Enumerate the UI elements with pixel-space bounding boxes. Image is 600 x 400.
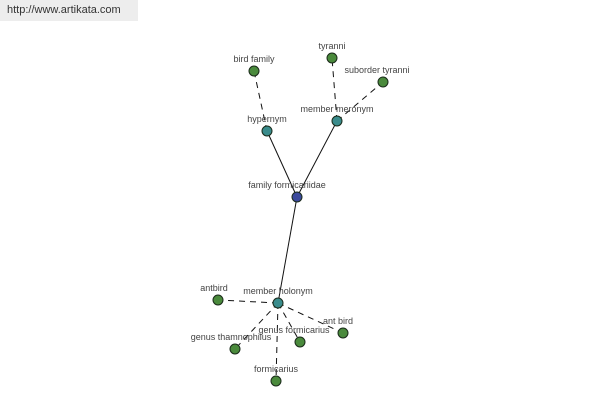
node-circle[interactable] [377,76,389,88]
node-hypernym[interactable]: hypernym [247,114,287,137]
source-url-link[interactable]: http://www.artikata.com [0,0,138,21]
node-birdfamily[interactable]: bird family [233,54,275,77]
node-label: family formicariidae [248,180,326,190]
node-antbird2[interactable]: ant bird [323,316,353,339]
edges [217,57,384,382]
node-circle[interactable] [326,52,338,64]
node-meronym[interactable]: member meronym [300,104,374,127]
node-circle[interactable] [229,343,241,355]
node-circle[interactable] [337,327,349,339]
node-root[interactable]: family formicariidae [248,180,326,203]
node-tyranni[interactable]: tyranni [318,41,346,64]
node-label: bird family [233,54,275,64]
node-label: tyranni [318,41,345,51]
node-circle[interactable] [248,65,260,77]
edge-root-holonym [277,196,298,304]
node-circle[interactable] [294,336,306,348]
node-circle[interactable] [272,297,284,309]
edge-holonym-formicarius [275,302,279,382]
node-circle[interactable] [331,115,343,127]
node-circle[interactable] [291,191,303,203]
edge-holonym-antbird2 [277,302,344,334]
node-label: formicarius [254,364,299,374]
edge-root-hypernym [266,130,298,198]
node-label: hypernym [247,114,287,124]
node-label: suborder tyranni [344,65,409,75]
edge-meronym-subtyranni [336,81,384,122]
node-genformicarius[interactable]: genus formicarius [258,325,330,348]
node-label: ant bird [323,316,353,326]
edge-holonym-genformicarius [277,302,301,343]
node-label: genus formicarius [258,325,330,335]
edge-root-meronym [296,120,338,198]
node-formicarius[interactable]: formicarius [254,364,299,387]
node-label: member holonym [243,286,313,296]
node-holonym[interactable]: member holonym [243,286,313,309]
edge-holonym-antbird [217,299,279,304]
node-thamnophilus[interactable]: genus thamnophilus [191,332,272,355]
nodes: family formicariidae hypernym member meron… [191,41,410,387]
node-circle[interactable] [261,125,273,137]
node-label: genus thamnophilus [191,332,272,342]
node-circle[interactable] [270,375,282,387]
node-label: member meronym [300,104,373,114]
node-subtyranni[interactable]: suborder tyranni [344,65,410,88]
node-label: antbird [200,283,228,293]
node-circle[interactable] [212,294,224,306]
node-antbird[interactable]: antbird [200,283,228,306]
